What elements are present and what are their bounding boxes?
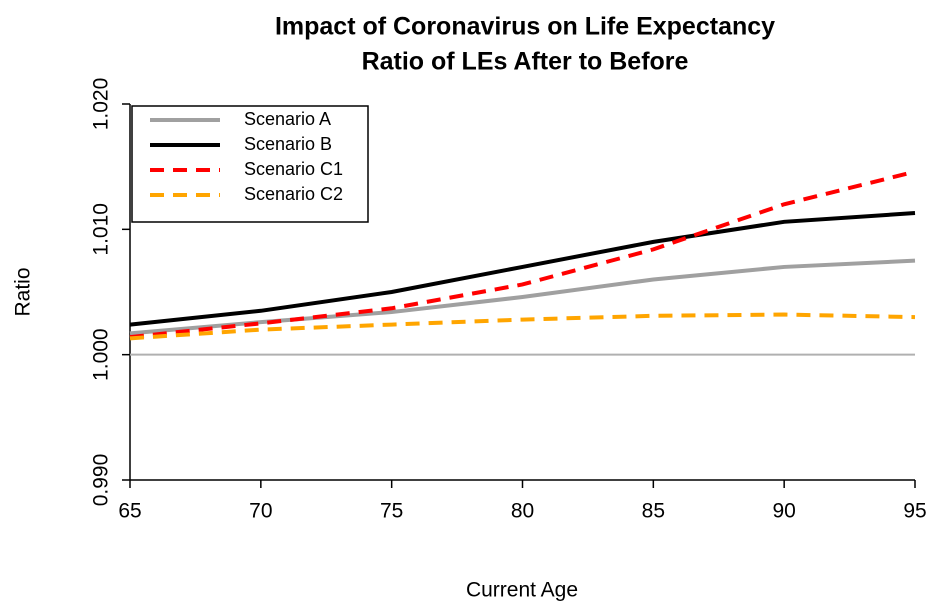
y-tick-label: 1.000 [90,328,113,381]
x-tick-label: 70 [249,500,272,523]
series-line [129,258,916,336]
x-tick-label: 75 [380,500,403,523]
x-tick-label: 95 [903,500,926,523]
y-tick-label: 0.990 [90,454,113,507]
legend-label: Scenario C1 [244,159,343,179]
legend-label: Scenario C2 [244,184,343,204]
y-axis-label: Ratio [12,267,35,316]
x-tick-label: 65 [118,500,141,523]
y-tick-label: 1.020 [90,78,113,131]
series-line [129,312,916,341]
chart-title: Impact of Coronavirus on Life Expectancy [275,13,775,41]
x-tick-label: 90 [772,500,795,523]
legend-label: Scenario A [244,109,331,129]
legend-label: Scenario B [244,134,332,154]
x-tick-label: 80 [511,500,534,523]
series-line [129,169,916,340]
x-axis-label: Current Age [466,579,578,602]
legend-box [131,105,369,223]
series-line [129,211,916,327]
x-tick-label: 85 [642,500,665,523]
y-tick-label: 1.010 [90,203,113,256]
chart-subtitle: Ratio of LEs After to Before [362,48,689,76]
